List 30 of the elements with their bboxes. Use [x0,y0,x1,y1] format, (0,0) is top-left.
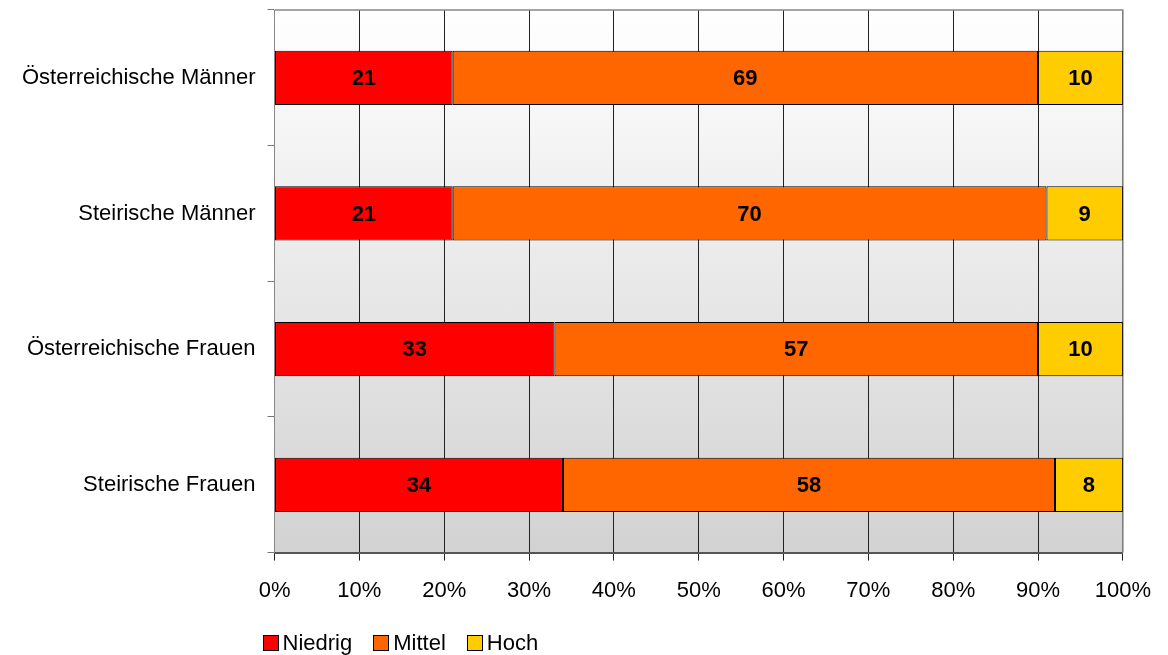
x-tick-label: 50% [676,576,721,602]
y-tick-label: Steirische Männer [78,199,256,225]
data-label: 10 [1068,64,1093,90]
data-label: 8 [1082,471,1096,497]
data-label: 70 [737,200,762,226]
data-label: 9 [1078,200,1091,226]
legend-label: Niedrig [282,630,353,655]
x-tick-label: 10% [337,576,382,602]
x-tick-label: 100% [1094,576,1152,602]
x-tick-label: 0% [258,576,291,602]
data-label: 10 [1068,336,1093,362]
legend-label: Hoch [486,630,539,655]
x-tick-label: 90% [1016,576,1061,602]
legend-label: Mittel [393,630,446,655]
y-tick-label: Steirische Frauen [83,470,256,496]
x-tick-label: 40% [591,576,636,602]
x-tick-label: 60% [761,576,806,602]
x-tick-label: 20% [422,576,467,602]
data-label: 21 [351,64,377,90]
data-label: 58 [796,471,822,497]
data-label: 21 [351,200,377,226]
data-label: 69 [733,64,758,90]
data-label: 57 [784,336,809,362]
data-label: 34 [406,471,432,497]
x-tick-label: 30% [507,576,552,602]
x-tick-label: 70% [846,576,891,602]
x-tick-label: 80% [931,576,976,602]
y-tick-label: Österreichische Frauen [26,335,256,361]
y-tick-label: Österreichische Männer [21,63,256,89]
data-label: 33 [402,336,427,362]
